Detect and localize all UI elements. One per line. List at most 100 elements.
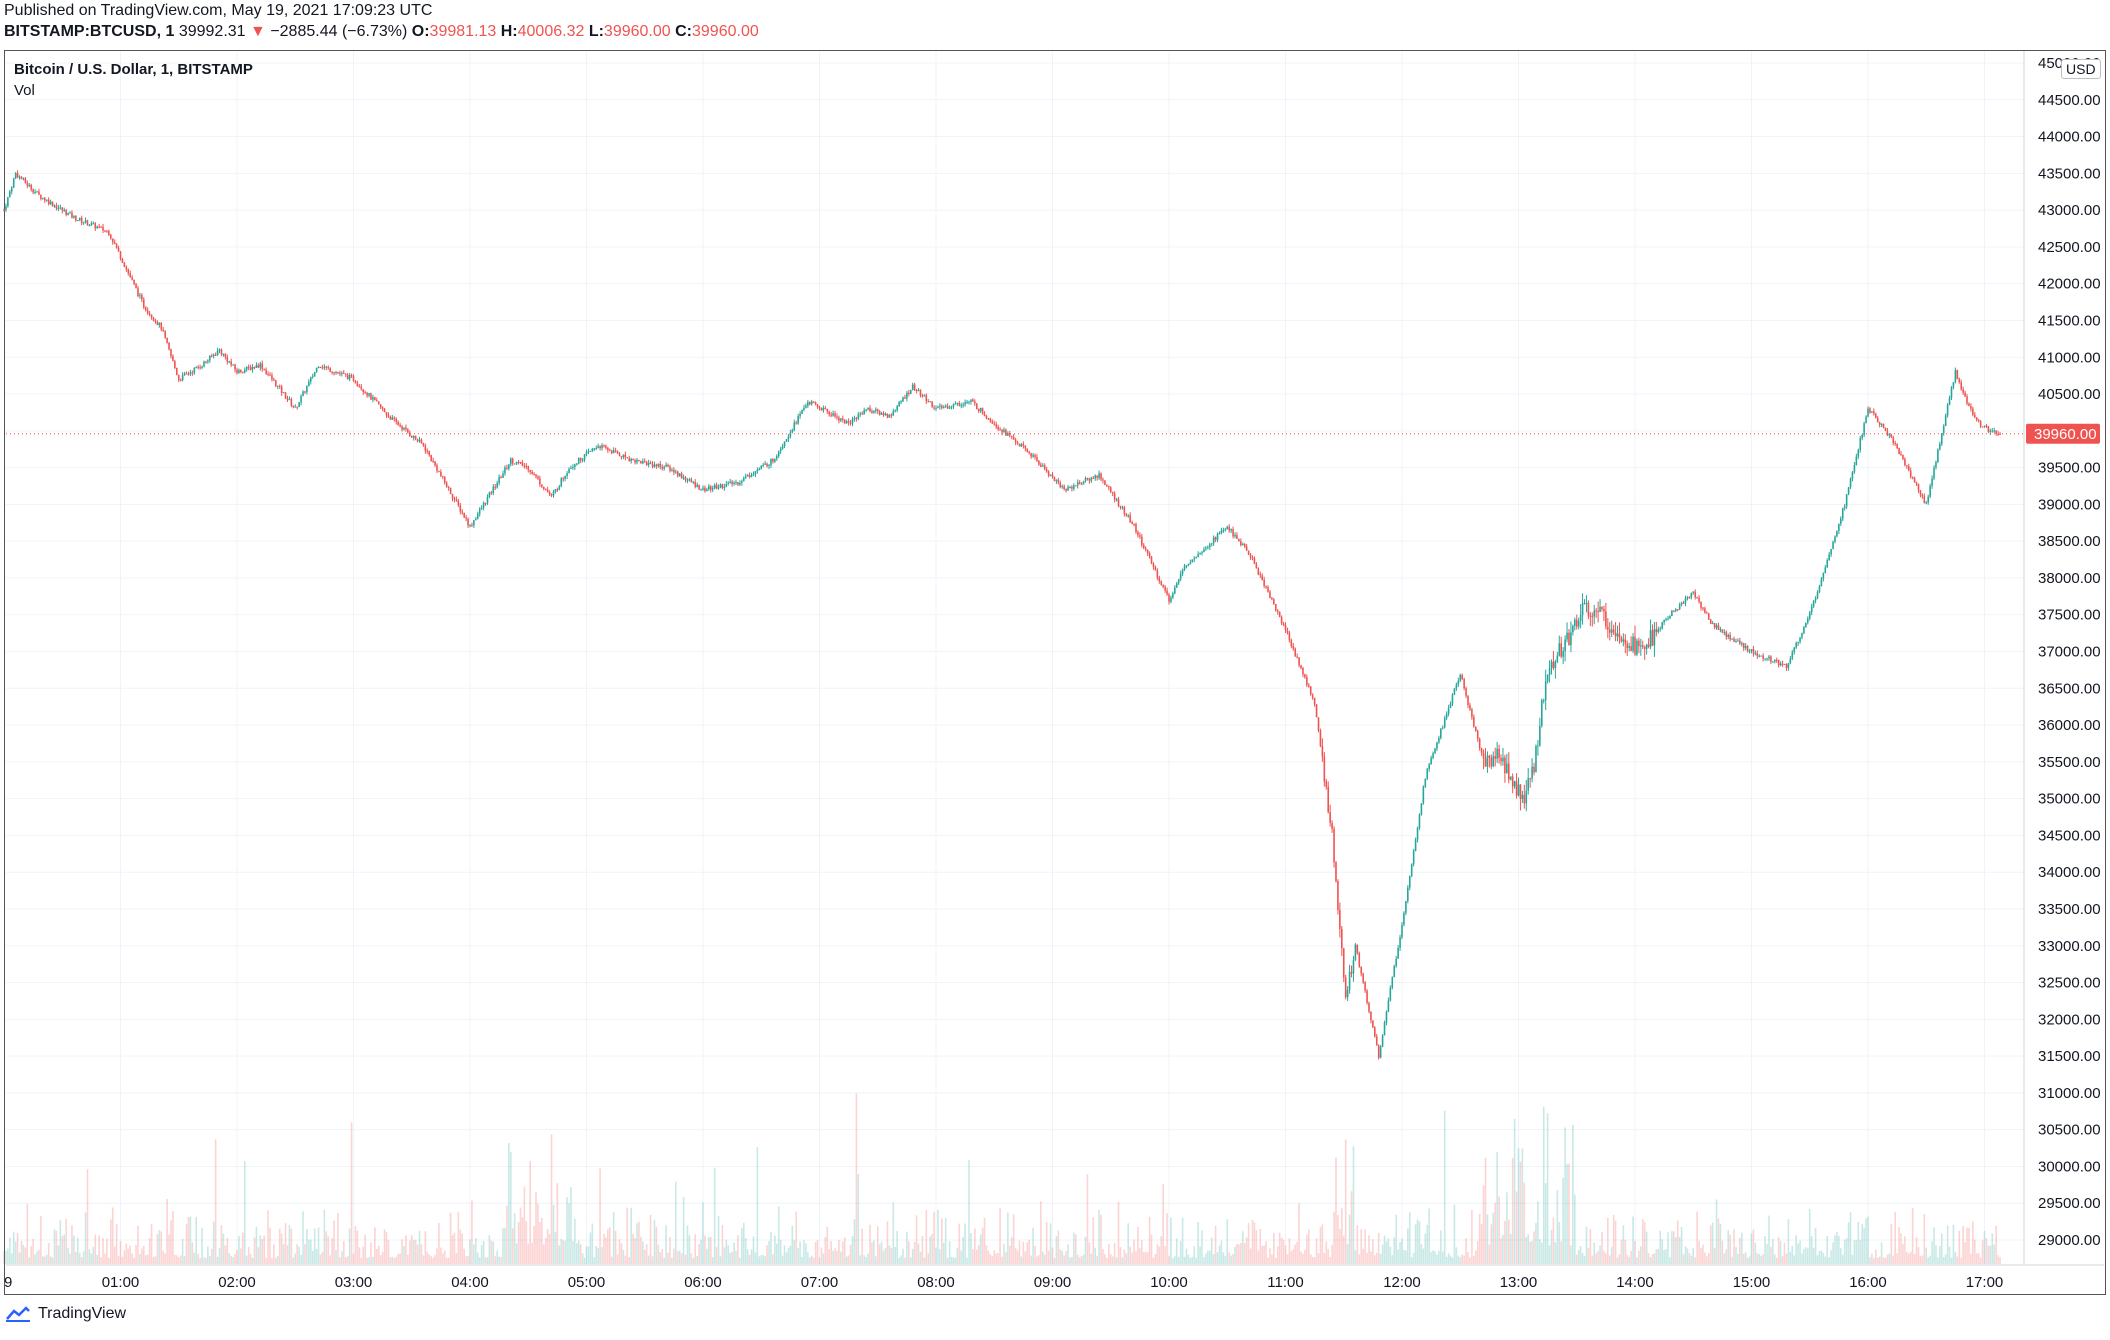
volume-bar: [210, 1248, 213, 1264]
candle-body: [1067, 486, 1069, 491]
candle-body: [597, 446, 599, 449]
candle-body: [18, 176, 21, 178]
candle-body: [1014, 439, 1017, 443]
candle-body: [257, 365, 260, 368]
price-chart[interactable]: 45000.0044500.0044000.0043500.0043000.00…: [0, 0, 2110, 1300]
volume-bar: [818, 1257, 821, 1264]
volume-bar: [115, 1224, 118, 1264]
volume-bar: [977, 1244, 980, 1264]
candle-body: [1504, 757, 1506, 774]
tradingview-logo[interactable]: TradingView: [4, 1305, 126, 1323]
candle-body: [348, 375, 351, 380]
volume-bar: [102, 1238, 104, 1264]
candle-body: [154, 320, 157, 322]
candle-body: [418, 439, 421, 442]
volume-bar: [616, 1254, 619, 1264]
volume-bar: [249, 1253, 252, 1264]
candle-body: [1855, 456, 1858, 466]
candle-body: [1702, 607, 1704, 609]
volume-bar: [614, 1230, 617, 1264]
candle-body: [1539, 725, 1541, 746]
candle-body: [1742, 643, 1745, 649]
volume-bar: [412, 1239, 415, 1264]
volume-bar: [476, 1252, 479, 1264]
volume-bar: [851, 1236, 854, 1264]
volume-bar: [1958, 1230, 1961, 1264]
volume-bar: [76, 1237, 79, 1264]
volume-bar: [335, 1249, 337, 1264]
currency-button[interactable]: USD: [2061, 59, 2101, 79]
volume-bar: [948, 1241, 951, 1264]
volume-bar: [69, 1253, 71, 1264]
volume-bar: [1183, 1256, 1186, 1264]
volume-bar: [544, 1237, 547, 1264]
volume-bar: [193, 1252, 196, 1264]
candle-body: [30, 184, 32, 190]
time-axis[interactable]: 9 01:00 02:00 03:00 04:00 05:00 06:00 07:00 08:0…: [4, 1264, 2104, 1291]
candle-body: [1327, 786, 1330, 813]
volume-bar: [1059, 1249, 1062, 1264]
candle-body: [1781, 663, 1784, 665]
candle-body: [1634, 636, 1636, 655]
volume-bar: [1290, 1251, 1293, 1264]
candle-body: [843, 419, 846, 424]
volume-bar: [723, 1247, 726, 1264]
candle-body: [1374, 1027, 1376, 1037]
volume-bar: [828, 1249, 831, 1264]
volume-bar: [942, 1242, 945, 1264]
volume-bar: [878, 1244, 881, 1264]
x-tick-label: 07:00: [801, 1274, 839, 1291]
candle-body: [1715, 625, 1718, 628]
candle-body: [245, 366, 248, 370]
candle-body: [38, 191, 40, 195]
chart-frame[interactable]: [4, 50, 2106, 1295]
volume-bar: [350, 1122, 353, 1264]
candle-body: [1127, 515, 1130, 517]
candle-body: [1410, 864, 1413, 876]
candle-body: [1123, 507, 1126, 514]
volume-bar: [1308, 1229, 1310, 1264]
volume-bar: [1135, 1251, 1137, 1264]
candle-body: [1529, 778, 1531, 780]
candle-body: [1108, 486, 1110, 488]
volume-bar: [111, 1207, 114, 1264]
y-tick-label: 38000.00: [2038, 570, 2101, 587]
candle-body: [1713, 623, 1716, 628]
volume-bar: [1832, 1242, 1834, 1264]
volume-bar: [1865, 1218, 1867, 1264]
candle-body: [997, 426, 999, 430]
volume-bar: [1321, 1224, 1324, 1264]
candle-body: [1630, 646, 1632, 651]
volume-bar: [1762, 1254, 1764, 1264]
candle-body: [63, 210, 65, 212]
volume-bar: [1226, 1219, 1229, 1264]
volume-bar: [535, 1192, 537, 1264]
volume-bar: [1490, 1224, 1493, 1264]
volume-bar: [346, 1256, 349, 1264]
volume-bar: [1630, 1251, 1632, 1264]
volume-bar: [626, 1207, 629, 1264]
candle-body: [1356, 944, 1359, 954]
volume-bar: [26, 1204, 29, 1264]
candle-body: [793, 422, 796, 430]
volume-bar: [176, 1255, 178, 1264]
candle-body: [1597, 611, 1599, 613]
volume-bar: [1480, 1223, 1483, 1264]
candle-body: [292, 405, 295, 407]
volume-bar: [1690, 1255, 1693, 1264]
volume-bar: [1245, 1237, 1248, 1264]
volume-bar: [113, 1246, 116, 1264]
volume-bar: [1785, 1253, 1788, 1264]
candle-body: [1783, 663, 1786, 665]
volume-bar: [242, 1232, 244, 1264]
volume-bar: [1599, 1245, 1601, 1264]
candle-body: [480, 507, 483, 510]
volume-bar: [898, 1257, 900, 1264]
candle-body: [711, 488, 714, 490]
price-axis[interactable]: 45000.0044500.0044000.0043500.0043000.00…: [2023, 51, 2101, 1265]
volume-bar: [1482, 1185, 1485, 1264]
volume-bar: [1661, 1239, 1663, 1264]
volume-bar: [1948, 1246, 1951, 1264]
candle-body: [469, 525, 471, 527]
volume-bar: [1923, 1214, 1926, 1264]
